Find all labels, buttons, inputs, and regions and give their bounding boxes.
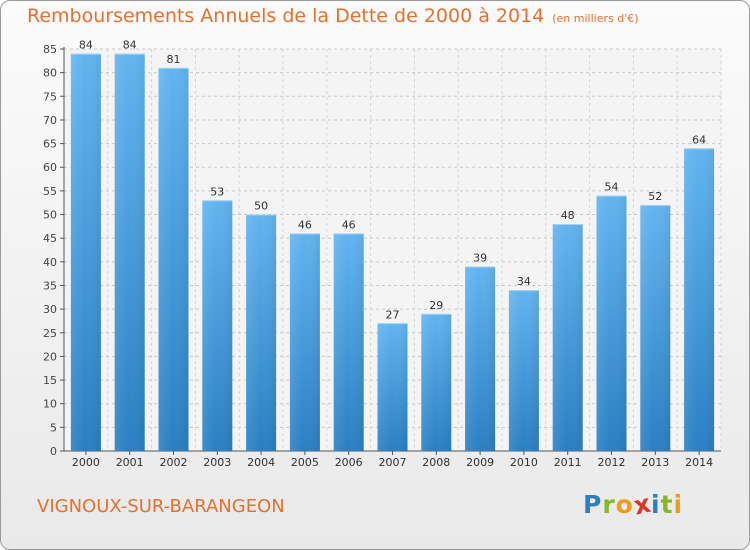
data-label: 54	[605, 181, 619, 194]
y-tick-label: 75	[43, 90, 57, 103]
data-label: 34	[517, 275, 531, 288]
y-tick-label: 15	[43, 374, 57, 387]
y-tick-label: 65	[43, 138, 57, 151]
y-tick-label: 50	[43, 209, 57, 222]
x-tick-label: 2006	[335, 456, 363, 469]
y-tick-label: 55	[43, 185, 57, 198]
x-tick-label: 2008	[422, 456, 450, 469]
logo-letter: i	[651, 490, 661, 519]
y-tick-label: 35	[43, 279, 57, 292]
x-tick-label: 2010	[510, 456, 538, 469]
bar-shine	[377, 323, 408, 451]
logo-letter: o	[615, 490, 634, 519]
data-label: 27	[386, 308, 400, 321]
x-tick-label: 2009	[466, 456, 494, 469]
x-tick-label: 2011	[554, 456, 582, 469]
y-tick-label: 60	[43, 161, 57, 174]
proxiti-logo: Proxiti	[583, 489, 684, 521]
logo-letter: r	[602, 490, 616, 519]
x-tick-label: 2014	[685, 456, 713, 469]
data-label: 29	[429, 299, 443, 312]
data-label: 64	[692, 133, 706, 146]
data-label: 39	[473, 252, 487, 265]
data-label: 81	[167, 53, 181, 66]
y-tick-label: 85	[43, 43, 57, 56]
bar-shine	[333, 233, 364, 451]
x-tick-label: 2000	[72, 456, 100, 469]
x-tick-label: 2001	[116, 456, 144, 469]
bar-shine	[202, 200, 233, 451]
data-label: 46	[298, 218, 312, 231]
y-tick-label: 30	[43, 303, 57, 316]
bar-shine	[684, 148, 715, 452]
x-tick-label: 2013	[641, 456, 669, 469]
bar-shine	[552, 223, 583, 451]
y-tick-label: 25	[43, 327, 57, 340]
y-tick-label: 40	[43, 256, 57, 269]
y-tick-label: 80	[43, 67, 57, 80]
data-label: 84	[123, 39, 137, 52]
y-tick-label: 5	[50, 421, 57, 434]
data-label: 53	[210, 185, 224, 198]
logo-letter: P	[583, 490, 603, 519]
x-tick-label: 2012	[598, 456, 626, 469]
bar-shine	[114, 53, 145, 452]
bar-shine	[289, 233, 320, 451]
x-tick-label: 2007	[379, 456, 407, 469]
chart-subtitle: (en milliers d'€)	[552, 12, 639, 25]
bar-shine	[465, 266, 496, 451]
y-tick-label: 0	[50, 445, 57, 458]
title-row: Remboursements Annuels de la Dette de 20…	[27, 5, 639, 27]
data-label: 46	[342, 218, 356, 231]
x-tick-label: 2002	[160, 456, 188, 469]
x-tick-label: 2005	[291, 456, 319, 469]
plot-area: 0 5 10 15 20 25 30 35 40 45 50 55 60 65 70 75 80 85 84 2000…	[43, 39, 722, 469]
y-tick-label: 70	[43, 114, 57, 127]
data-label: 84	[79, 39, 93, 52]
logo-letter: t	[660, 490, 674, 519]
bar-shine	[421, 313, 452, 451]
bar-shine	[640, 205, 671, 451]
x-tick-label: 2003	[203, 456, 231, 469]
bar-shine	[70, 53, 101, 452]
town-name: VIGNOUX-SUR-BARANGEON	[37, 496, 285, 517]
x-tick-label: 2004	[247, 456, 275, 469]
y-tick-label: 20	[43, 350, 57, 363]
bar-shine	[246, 214, 277, 451]
data-label: 50	[254, 200, 268, 213]
chart-title: Remboursements Annuels de la Dette de 20…	[27, 5, 545, 27]
y-tick-label: 45	[43, 232, 57, 245]
bar-shine	[508, 290, 539, 451]
logo-letter: i	[673, 490, 684, 519]
data-label: 52	[648, 190, 662, 203]
bar-shine	[596, 195, 627, 451]
bar-shine	[158, 67, 189, 451]
y-tick-label: 10	[43, 398, 57, 411]
data-label: 48	[561, 209, 575, 222]
